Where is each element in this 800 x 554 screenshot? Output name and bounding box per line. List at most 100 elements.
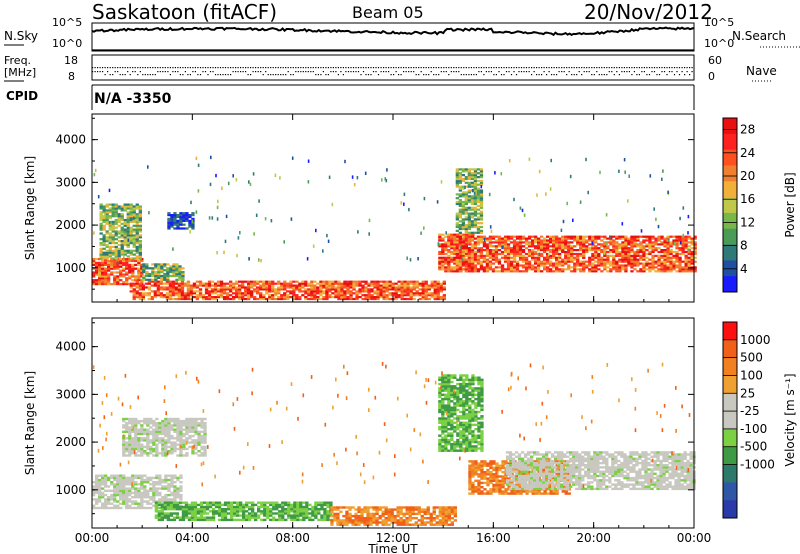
power-cell bbox=[600, 260, 604, 263]
velocity-cell bbox=[187, 508, 192, 511]
power-cell bbox=[135, 286, 139, 289]
power-cell bbox=[476, 218, 481, 221]
power-cell bbox=[576, 264, 580, 267]
power-cell bbox=[289, 282, 293, 285]
power-cell bbox=[247, 290, 251, 293]
power-cell bbox=[108, 209, 112, 212]
velocity-cell bbox=[468, 475, 472, 478]
velocity-cell bbox=[351, 506, 355, 509]
velocity-cell bbox=[245, 503, 249, 507]
power-cell bbox=[105, 249, 109, 252]
velocity-cell bbox=[185, 426, 189, 429]
power-cell bbox=[391, 294, 395, 297]
power-cell bbox=[476, 187, 481, 190]
power-cell bbox=[678, 237, 682, 240]
velocity-cell bbox=[489, 481, 493, 485]
velocity-cell bbox=[438, 519, 442, 522]
power-cell bbox=[606, 241, 610, 244]
power-cell bbox=[114, 213, 118, 216]
velocity-cell bbox=[137, 439, 141, 442]
velocity-cell bbox=[323, 514, 327, 517]
power-cell bbox=[171, 288, 176, 291]
power-cell bbox=[470, 183, 475, 186]
velocity-cell bbox=[498, 483, 502, 487]
power-cell bbox=[476, 258, 481, 261]
velocity-cell bbox=[468, 468, 472, 472]
power-speck bbox=[417, 257, 419, 261]
power-cell bbox=[207, 280, 212, 283]
power-cell bbox=[105, 220, 109, 223]
velocity-cell bbox=[134, 487, 138, 490]
power-cell bbox=[690, 243, 694, 246]
power-cell bbox=[301, 282, 305, 285]
velocity-cell bbox=[483, 488, 487, 491]
power-cell bbox=[207, 296, 212, 299]
velocity-cell bbox=[152, 483, 156, 486]
power-cell bbox=[126, 236, 130, 239]
power-cell bbox=[534, 258, 538, 261]
velocity-cell bbox=[155, 430, 159, 433]
velocity-cell bbox=[360, 512, 364, 516]
power-cell bbox=[582, 256, 586, 259]
power-cell bbox=[182, 212, 186, 215]
velocity-cell bbox=[122, 424, 126, 427]
velocity-cell bbox=[157, 501, 161, 504]
power-cell bbox=[170, 219, 174, 222]
power-cell bbox=[621, 252, 625, 256]
power-cell bbox=[113, 265, 117, 268]
velocity-cell bbox=[317, 518, 321, 522]
power-cell bbox=[131, 259, 135, 263]
velocity-cell bbox=[387, 517, 391, 520]
power-speck bbox=[408, 207, 410, 212]
velocity-cell bbox=[438, 508, 442, 511]
power-cell bbox=[172, 267, 176, 270]
velocity-cell bbox=[468, 471, 472, 474]
power-cell bbox=[521, 237, 526, 240]
velocity-cell bbox=[161, 481, 165, 484]
power-cell bbox=[687, 258, 691, 261]
velocity-cell bbox=[360, 508, 364, 511]
power-cell bbox=[250, 292, 254, 295]
velocity-cell bbox=[411, 512, 415, 516]
power-cell bbox=[675, 252, 679, 256]
power-cell bbox=[98, 281, 102, 284]
velocity-cell bbox=[326, 505, 330, 509]
power-cell bbox=[415, 284, 419, 287]
velocity-cell bbox=[143, 485, 147, 488]
power-cell bbox=[455, 183, 459, 186]
power-cell bbox=[453, 241, 457, 244]
power-cell bbox=[126, 255, 130, 258]
velocity-cell bbox=[98, 478, 102, 482]
power-cell bbox=[455, 245, 459, 248]
power-cell bbox=[113, 271, 117, 274]
power-cell bbox=[657, 262, 661, 265]
power-cell bbox=[654, 247, 658, 250]
power-cell bbox=[142, 276, 146, 279]
velocity-cell bbox=[504, 477, 508, 480]
power-cell bbox=[313, 297, 317, 301]
power-cell bbox=[113, 267, 117, 270]
velocity-cell bbox=[372, 521, 376, 524]
power-cell bbox=[189, 288, 194, 291]
power-cell bbox=[105, 251, 109, 254]
velocity-cell bbox=[188, 422, 192, 425]
velocity-cell bbox=[489, 492, 493, 495]
velocity-cell bbox=[226, 508, 231, 511]
velocity-cell bbox=[179, 498, 183, 501]
power-cell bbox=[576, 258, 580, 261]
power-cell bbox=[531, 249, 535, 252]
power-cell bbox=[648, 237, 652, 240]
power-cell bbox=[594, 245, 598, 248]
power-cell bbox=[479, 231, 484, 234]
power-cell bbox=[178, 267, 182, 270]
velocity-cell bbox=[128, 447, 132, 451]
velocity-cell bbox=[179, 439, 183, 442]
power-cell bbox=[515, 245, 520, 248]
power-cell bbox=[129, 240, 133, 243]
power-cell bbox=[506, 243, 511, 246]
power-cell bbox=[159, 282, 163, 285]
velocity-cell bbox=[381, 521, 385, 524]
velocity-cell bbox=[167, 437, 171, 440]
power-cell bbox=[144, 294, 148, 297]
velocity-cell bbox=[330, 508, 334, 511]
